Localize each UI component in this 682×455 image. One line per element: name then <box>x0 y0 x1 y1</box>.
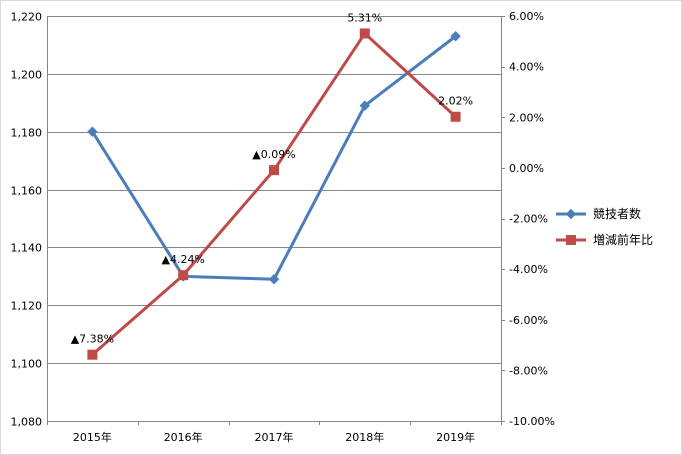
right-tick-label: -6.00% <box>509 314 548 327</box>
data-point-diamond <box>87 126 98 137</box>
left-tick-label: 1,140 <box>11 242 43 255</box>
left-tick-label: 1,080 <box>11 416 43 429</box>
data-point-diamond <box>359 100 371 111</box>
right-axis-ticks: -10.00% -8.00% -6.00% -4.00% -2.00% 0.00% 2.00… <box>501 10 555 428</box>
data-point-square <box>566 235 576 245</box>
right-tick-label: 4.00% <box>509 61 544 74</box>
left-tick-label: 1,160 <box>11 185 43 198</box>
x-axis-ticks: 2015年 2016年 2017年 2018年 2019年 <box>47 421 502 444</box>
data-label: 2.02% <box>438 95 473 108</box>
data-labels: ▲7.38% ▲4.24% ▲0.09% 5.31% 2.02% <box>71 11 473 345</box>
left-tick-label: 1,200 <box>11 69 43 82</box>
right-tick-label: -8.00% <box>509 364 548 377</box>
right-tick-label: -10.00% <box>509 415 555 428</box>
right-tick-label: 0.00% <box>509 162 544 175</box>
axes <box>47 16 502 422</box>
left-tick-label: 1,100 <box>11 358 43 371</box>
right-tick-label: -4.00% <box>509 263 548 276</box>
data-point-square <box>359 28 370 39</box>
left-axis-ticks: 1,080 1,100 1,120 1,140 1,160 1,180 1,200 1,220 <box>11 11 43 429</box>
data-label: ▲7.38% <box>71 333 114 346</box>
right-tick-label: 6.00% <box>509 10 544 23</box>
x-tick-label: 2015年 <box>73 430 112 444</box>
x-tick-label: 2018年 <box>345 430 384 444</box>
data-point-square <box>450 111 461 122</box>
data-label: ▲0.09% <box>252 148 295 161</box>
right-tick-label: 2.00% <box>509 111 544 124</box>
left-tick-label: 1,220 <box>11 11 43 24</box>
series <box>87 28 461 360</box>
data-point-diamond <box>268 274 280 285</box>
data-point-diamond <box>450 31 461 42</box>
data-point-square <box>87 349 98 360</box>
gridlines <box>47 16 501 364</box>
data-label: ▲4.24% <box>161 253 204 266</box>
legend-label: 増減前年比 <box>593 232 653 247</box>
left-tick-label: 1,120 <box>11 300 43 313</box>
left-tick-label: 1,180 <box>11 127 43 140</box>
data-point-diamond <box>565 208 577 220</box>
data-point-square <box>269 165 279 176</box>
x-tick-label: 2016年 <box>164 430 203 444</box>
right-tick-label: -2.00% <box>509 213 548 226</box>
legend-label: 競技者数 <box>593 206 641 221</box>
data-point-square <box>178 270 189 281</box>
x-tick-label: 2019年 <box>436 430 475 444</box>
x-tick-label: 2017年 <box>255 430 294 444</box>
series-line-yoy-change <box>91 31 457 356</box>
data-label: 5.31% <box>347 11 382 24</box>
